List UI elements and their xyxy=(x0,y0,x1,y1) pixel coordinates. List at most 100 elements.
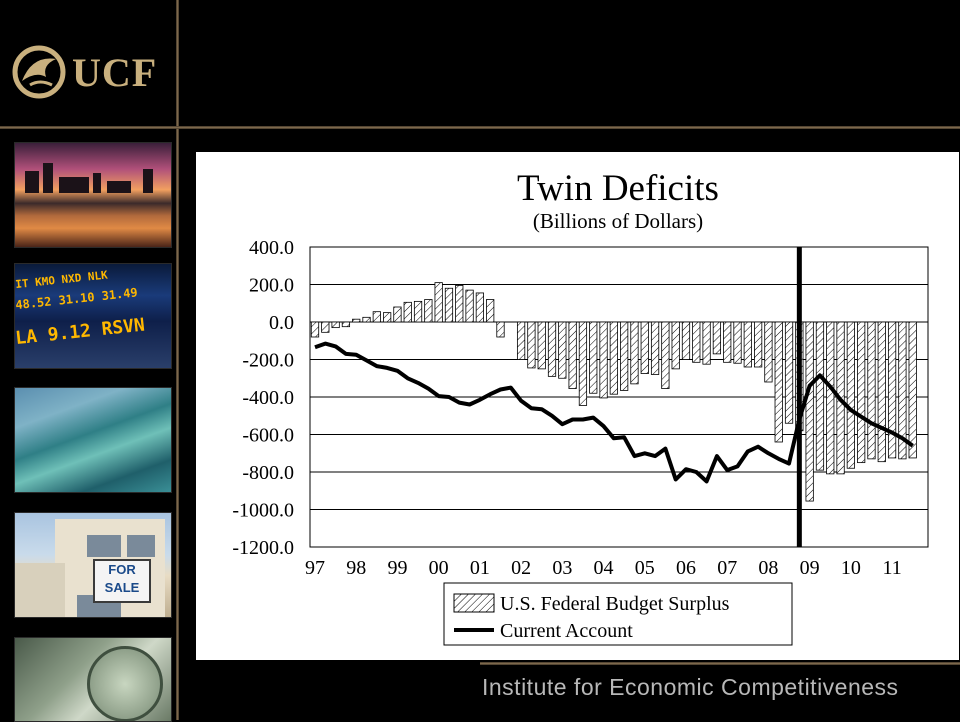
x-tick-label: 05 xyxy=(635,557,655,579)
x-tick-label: 06 xyxy=(676,557,696,579)
budget-bar xyxy=(702,321,711,365)
chart-legend: U.S. Federal Budget Surplus Current Acco… xyxy=(443,582,793,646)
budget-bar xyxy=(743,321,752,368)
budget-bar xyxy=(321,321,330,333)
budget-bar xyxy=(815,321,825,471)
budget-bar xyxy=(589,321,598,394)
city-skyline-sunset-image xyxy=(14,142,172,248)
budget-bar xyxy=(692,321,701,363)
budget-bar xyxy=(877,321,886,463)
budget-bar xyxy=(640,321,649,374)
budget-bar xyxy=(578,321,588,406)
y-tick-label: -1000.0 xyxy=(232,500,294,522)
budget-bar xyxy=(784,321,794,424)
y-tick-label: -800.0 xyxy=(242,462,294,484)
budget-bar xyxy=(671,321,680,370)
legend-label-current-account: Current Account xyxy=(500,620,633,642)
ticker-row: LA 9.12 RSVN xyxy=(14,314,146,350)
budget-bar xyxy=(341,321,351,328)
budget-bar xyxy=(609,321,618,395)
footer-title: Institute for Economic Competitiveness xyxy=(482,674,899,700)
for-sale-house-image: FOR SALE xyxy=(14,512,172,618)
stock-ticker-image: IT KMO NXD NLK 48.52 31.10 31.49 LA 9.12… xyxy=(14,263,172,369)
budget-bar xyxy=(455,285,464,323)
y-tick-label: -1200.0 xyxy=(232,537,294,559)
chart-title: Twin Deficits xyxy=(517,168,719,209)
x-tick-label: 98 xyxy=(346,557,366,579)
budget-bar xyxy=(733,321,742,364)
legend-label-budget: U.S. Federal Budget Surplus xyxy=(500,593,730,615)
budget-bar xyxy=(661,321,670,389)
budget-bar xyxy=(496,321,505,338)
seal-icon xyxy=(87,646,163,721)
budget-bar xyxy=(650,321,660,375)
budget-bar xyxy=(331,321,340,329)
budget-bar xyxy=(434,282,443,323)
y-tick-label: 400.0 xyxy=(249,237,294,259)
x-tick-label: 00 xyxy=(429,557,449,579)
budget-bar xyxy=(723,321,732,363)
budget-bar xyxy=(537,321,546,370)
budget-bar xyxy=(774,321,783,443)
budget-bar xyxy=(764,321,773,383)
y-tick-label: -200.0 xyxy=(242,350,294,372)
twin-deficits-chart: Twin Deficits (Billions of Dollars) 400.… xyxy=(232,168,929,646)
budget-bar xyxy=(403,301,412,323)
for-sale-sign: FOR SALE xyxy=(93,559,151,603)
y-tick-label: 200.0 xyxy=(249,275,294,297)
budget-bar xyxy=(887,321,897,459)
x-tick-label: 97 xyxy=(305,557,325,579)
budget-bar xyxy=(465,289,474,323)
budget-bar xyxy=(516,321,526,360)
budget-bar xyxy=(527,321,536,369)
budget-bar xyxy=(681,321,691,360)
budget-bar xyxy=(475,292,484,323)
budget-bar xyxy=(568,321,577,389)
budget-bar xyxy=(754,321,763,368)
x-tick-label: 08 xyxy=(758,557,778,579)
budget-bar xyxy=(413,300,423,323)
budget-bar xyxy=(444,287,454,323)
budget-bar xyxy=(805,321,814,502)
header-divider xyxy=(0,126,960,129)
y-tick-label: 0.0 xyxy=(269,312,294,334)
budget-bar xyxy=(383,312,392,323)
y-tick-label: -400.0 xyxy=(242,387,294,409)
logo-text: UCF xyxy=(72,49,158,95)
current-account-line xyxy=(314,341,914,484)
budget-bar xyxy=(424,299,433,323)
sidebar-divider xyxy=(176,0,179,720)
x-tick-label: 07 xyxy=(717,557,737,579)
x-tick-label: 02 xyxy=(511,557,531,579)
chart-subtitle: (Billions of Dollars) xyxy=(533,209,703,233)
dollar-bill-image xyxy=(14,637,172,722)
budget-bar xyxy=(712,321,722,355)
x-tick-label: 99 xyxy=(387,557,407,579)
budget-bar xyxy=(352,318,361,323)
x-tick-label: 09 xyxy=(800,557,820,579)
budget-bar xyxy=(486,299,495,323)
ucf-logo: UCF xyxy=(12,40,172,104)
budget-bar xyxy=(310,321,320,338)
legend-swatch-budget xyxy=(453,593,495,613)
budget-bar xyxy=(558,321,567,379)
x-tick-label: 10 xyxy=(841,557,861,579)
budget-bar xyxy=(599,321,608,399)
budget-bar xyxy=(620,321,629,391)
x-tick-label: 03 xyxy=(552,557,572,579)
footer-divider xyxy=(480,662,960,665)
chart-panel: Twin Deficits (Billions of Dollars) 400.… xyxy=(196,152,959,660)
pegasus-icon xyxy=(12,45,66,99)
budget-bar xyxy=(393,306,402,323)
coastal-aerial-image xyxy=(14,387,172,493)
budget-bar xyxy=(898,321,907,460)
budget-bar xyxy=(547,321,557,377)
x-tick-label: 04 xyxy=(594,557,614,579)
budget-bar xyxy=(372,311,381,323)
budget-bar xyxy=(846,321,855,469)
budget-bar xyxy=(630,321,639,385)
budget-bar xyxy=(362,316,371,323)
x-tick-label: 11 xyxy=(882,557,901,579)
x-tick-label: 01 xyxy=(470,557,490,579)
budget-bar xyxy=(867,321,876,460)
